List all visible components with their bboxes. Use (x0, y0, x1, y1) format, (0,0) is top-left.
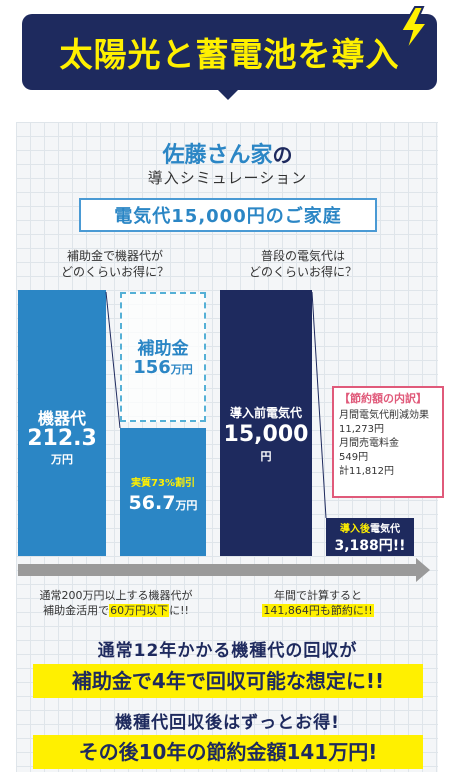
subsidy-unit: 万円 (170, 363, 193, 376)
breakdown-line: 549円 (339, 452, 369, 463)
question-right: 普段の電気代は どのくらいお得に？ (228, 248, 378, 280)
question-left-line2: どのくらいお得に？ (60, 265, 169, 279)
actual-value: 56.7 (128, 492, 176, 514)
header-banner: 太陽光と蓄電池を導入 (22, 14, 437, 90)
payback-heading: 通常12年かかる機種代の回収が (97, 641, 358, 661)
before-bill-bar (220, 290, 312, 556)
breakdown-line: 月間売電料金 (339, 438, 399, 449)
family-name: 佐藤さん家 (162, 143, 273, 168)
note-left-pre: 補助金活用で (43, 604, 110, 617)
question-right-line2: どのくらいお得に？ (248, 265, 357, 279)
equipment-bar (18, 290, 106, 556)
after-label: 導入後電気代 (326, 520, 414, 535)
simulation-title: 佐藤さん家の (0, 137, 455, 169)
question-left: 補助金で機器代が どのくらいお得に？ (40, 248, 190, 280)
subsidy-label: 補助金 (137, 339, 189, 359)
savings-breakdown: 【節約額の内訳】 月間電気代削減効果 11,273円 月間売電料金 549円 計… (332, 386, 444, 498)
payback-band: 補助金で4年で回収可能な想定に!! (33, 664, 423, 698)
after-bill-bar (326, 518, 414, 556)
timeline-arrow (18, 564, 418, 576)
banner-pointer (216, 88, 240, 100)
household-label: 電気代15,000円のご家庭 (114, 206, 342, 227)
after-label-prefix: 導入後 (340, 524, 370, 535)
note-right: 年間で計算すると 141,864円も節約に!! (220, 588, 416, 618)
before-unit: 円 (260, 450, 272, 463)
actual-discount-label: 実質73%割引 (131, 478, 195, 489)
note-right-line1: 年間で計算すると (274, 589, 362, 602)
breakdown-line: 月間電気代削減効果 (339, 410, 429, 421)
breakdown-line: 計11,812円 (339, 466, 394, 477)
subsidy-value-wrap: 156万円 (120, 357, 206, 378)
equipment-label: 機器代 (37, 409, 86, 428)
question-left-line1: 補助金で機器代が (66, 249, 163, 263)
simulation-subtitle: 導入シミュレーション (147, 169, 308, 187)
household-box: 電気代15,000円のご家庭 (79, 198, 377, 232)
subsidy-value: 156 (133, 357, 171, 378)
note-right-highlight: 141,864円も節約に!! (262, 604, 374, 617)
before-value: 15,000 (223, 422, 309, 447)
after-label-suffix: 電気代 (370, 524, 400, 535)
note-right-line2: 141,864円も節約に!! (220, 603, 416, 618)
arrow-head-icon (416, 558, 430, 582)
actual-cost-bar (120, 428, 206, 556)
note-left-line1: 通常200万円以上する機器代が (39, 589, 193, 602)
lightning-icon (399, 6, 432, 52)
actual-unit: 万円 (175, 499, 198, 512)
family-suffix: の (272, 143, 293, 167)
after-value: 3,188円!! (334, 538, 406, 554)
note-left-post: に!! (169, 604, 189, 617)
breakdown-heading: 【節約額の内訳】 (339, 392, 427, 405)
note-left-highlight: 60万円以下 (109, 604, 170, 617)
before-label: 導入前電気代 (229, 406, 302, 420)
savings-band: その後10年の節約金額141万円! (33, 735, 423, 769)
question-right-line1: 普段の電気代は (260, 249, 345, 263)
note-left: 通常200万円以上する機器代が 補助金活用で60万円以下に!! (18, 588, 214, 618)
equipment-value: 212.3 (27, 426, 97, 451)
breakdown-line: 11,273円 (339, 424, 384, 435)
note-left-line2: 補助金活用で60万円以下に!! (18, 603, 214, 618)
equipment-unit: 万円 (51, 453, 73, 466)
actual-value-wrap: 56.7万円 (120, 492, 206, 514)
banner-title: 太陽光と蓄電池を導入 (59, 35, 400, 74)
subsidy-bar (120, 292, 206, 422)
savings-heading: 機種代回収後はずっとお得! (115, 713, 340, 733)
